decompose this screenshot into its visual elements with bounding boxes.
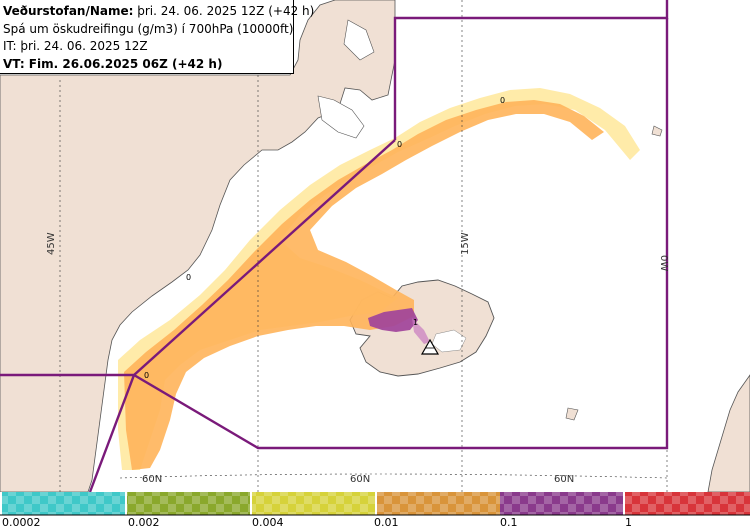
- legend-label: 0.1: [500, 516, 518, 529]
- info-line-1: Veðurstofan/Name: þri. 24. 06. 2025 12Z …: [3, 3, 314, 21]
- greenland-inlet: [343, 19, 375, 61]
- legend-label: 0.004: [252, 516, 284, 529]
- lat-label-60n-a: 60N: [142, 474, 162, 485]
- contour-label: 0: [397, 140, 402, 149]
- lon-label-0w: 0W: [658, 255, 669, 271]
- island-east: [565, 407, 579, 421]
- lat-label-60n-c: 60N: [554, 474, 574, 485]
- valid-time: VT: Fim. 26.06.2025 06Z (+42 h): [3, 56, 223, 71]
- agency-name: Veðurstofan/Name:: [3, 4, 134, 18]
- forecast-info-box: Veðurstofan/Name: þri. 24. 06. 2025 12Z …: [0, 0, 314, 74]
- contour-label: 0: [186, 273, 191, 282]
- ash-plume-low: [118, 88, 640, 470]
- legend-bar: [0, 492, 750, 516]
- legend-label: 0.0002: [2, 516, 41, 529]
- lon-label-45w: 45W: [46, 232, 57, 255]
- greenland-fjord: [317, 95, 365, 139]
- island-north: [651, 125, 663, 137]
- contour-label: 0: [500, 96, 505, 105]
- lon-label-15w: 15W: [460, 232, 471, 255]
- ash-plume-mid: [124, 100, 604, 470]
- ash-plume-high-tail: [412, 318, 430, 344]
- info-line-2: Spá um öskudreifingu (g/m3) í 700hPa (10…: [3, 21, 294, 36]
- info-line-4: VT: Fim. 26.06.2025 06Z (+42 h): [3, 56, 293, 74]
- ash-plume-high: [368, 308, 418, 332]
- greenland-land: [0, 0, 396, 493]
- legend-label: 1: [625, 516, 632, 529]
- info-line-3: IT: þri. 24. 06. 2025 12Z: [3, 39, 148, 53]
- legend-label: 0.01: [374, 516, 399, 529]
- lat-label-60n-b: 60N: [350, 474, 370, 485]
- volcano-icon: [420, 338, 440, 355]
- contour-label: 1: [413, 318, 418, 327]
- legend-labels: 0.0002 0.002 0.004 0.01 0.1 1: [0, 515, 750, 532]
- contour-label: 0: [144, 371, 149, 380]
- issue-time: þri. 24. 06. 2025 12Z (+42 h): [133, 4, 315, 18]
- legend-label: 0.002: [128, 516, 160, 529]
- fir-boundary: [0, 0, 669, 493]
